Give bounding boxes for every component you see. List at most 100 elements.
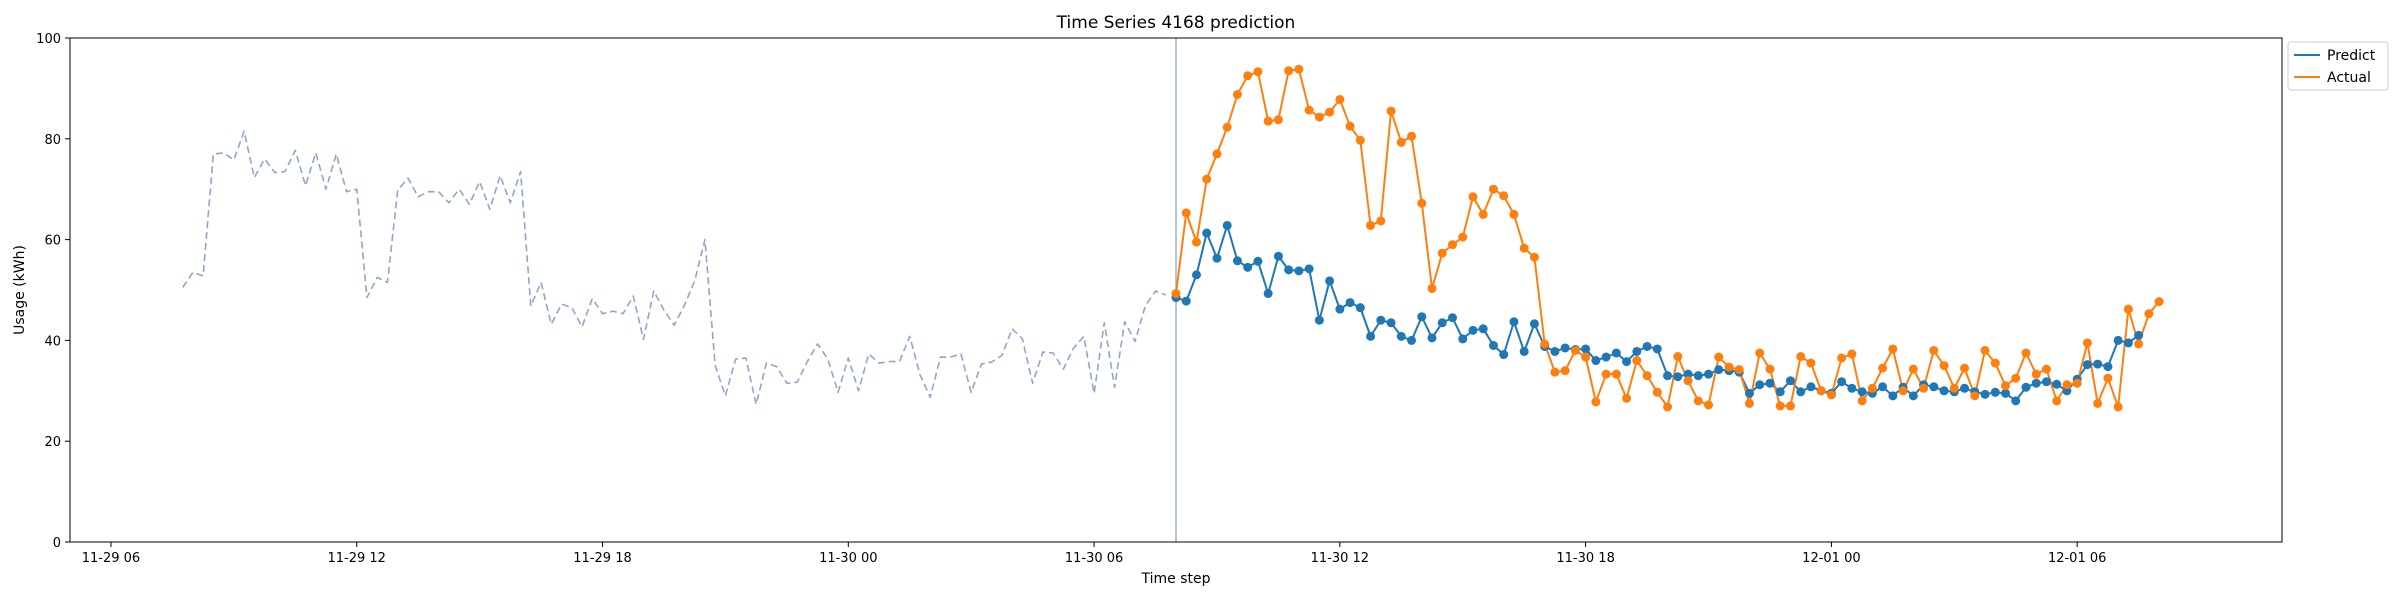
data-point-actual [2021,348,2031,358]
data-point-actual [1878,363,1888,373]
data-point-actual [1181,208,1191,218]
data-point-predict [2001,388,2010,398]
y-tick-label: 100 [36,32,61,47]
x-tick-label: 11-30 06 [1065,551,1123,566]
data-point-actual [1744,398,1754,408]
x-tick-label: 11-30 12 [1311,551,1369,566]
data-point-actual [1478,209,1488,219]
data-point-predict [1765,378,1775,388]
data-point-actual [1355,135,1365,145]
data-point-actual [2001,381,2010,391]
data-point-predict [2093,359,2103,369]
data-point-predict [1611,348,1621,358]
data-point-predict [1560,343,1570,353]
data-point-actual [1499,191,1509,201]
data-point-predict [1683,369,1693,379]
x-tick-label: 11-29 06 [82,551,140,566]
x-tick-label: 12-01 00 [1802,551,1860,566]
data-point-predict [1714,365,1724,375]
data-point-actual [1919,383,1929,393]
data-point-predict [1345,298,1355,308]
data-point-actual [1366,220,1376,230]
data-point-actual [2113,402,2123,412]
x-tick-label: 11-30 18 [1556,551,1614,566]
data-point-actual [1232,89,1242,99]
data-point-actual [1540,339,1550,349]
data-point-predict [1519,346,1529,356]
data-point-actual [1263,116,1273,126]
legend-label-predict: Predict [2327,48,2376,64]
data-point-predict [1222,220,1232,230]
data-point-predict [1407,335,1417,345]
data-point-actual [1990,358,2000,368]
data-point-predict [1386,318,1396,328]
data-point-predict [1960,383,1970,393]
data-point-actual [1601,369,1611,379]
data-point-predict [1468,325,1478,335]
data-point-predict [1304,264,1314,274]
data-point-actual [1448,240,1457,250]
plot-frame [69,37,2283,543]
data-point-predict [1314,315,1324,325]
data-point-predict [1550,346,1560,356]
x-tick-label: 11-30 00 [819,551,877,566]
data-point-actual [1765,364,1775,374]
data-point-predict [1775,387,1785,397]
data-point-actual [1663,402,1673,412]
data-point-predict [1939,386,1949,396]
data-point-predict [1325,276,1335,286]
data-point-actual [2144,309,2154,319]
data-point-predict [1908,391,1918,401]
data-point-actual [1632,356,1642,366]
data-point-predict [1929,382,1939,392]
data-point-actual [1888,344,1898,354]
data-point-actual [1386,106,1396,116]
data-point-actual [1755,348,1765,358]
data-point-predict [1693,371,1703,381]
data-point-actual [1693,396,1703,406]
x-tick-label: 11-29 12 [328,551,386,566]
data-point-predict [1704,369,1714,379]
data-point-predict [1355,303,1365,313]
data-point-predict [1181,296,1191,306]
y-tick-label: 20 [44,435,61,450]
data-point-predict [2052,379,2062,389]
data-point-actual [1970,391,1980,401]
data-point-predict [1243,262,1253,272]
data-point-actual [1376,216,1386,226]
data-point-actual [1437,248,1447,258]
data-point-predict [1632,346,1642,356]
data-point-actual [1642,371,1652,381]
data-point-predict [1458,334,1468,344]
data-point-actual [1867,383,1877,393]
data-point-predict [1396,331,1406,341]
data-point-actual [1847,349,1857,359]
data-point-actual [1294,64,1304,74]
data-point-predict [1437,318,1447,328]
data-point-actual [1560,366,1570,376]
data-point-actual [1304,105,1314,115]
data-point-actual [1857,396,1867,406]
data-point-predict [1335,304,1345,314]
data-point-actual [1611,369,1621,379]
data-point-predict [1806,382,1816,392]
data-point-predict [1847,383,1857,393]
data-point-predict [2021,382,2031,392]
data-point-actual [1939,361,1949,371]
data-point-predict [1191,270,1201,280]
data-point-predict [2134,330,2144,340]
data-point-actual [1529,252,1539,262]
legend-label-actual: Actual [2327,70,2371,86]
data-point-actual [1775,401,1785,411]
data-point-actual [1622,393,1632,403]
data-point-predict [1652,344,1662,354]
data-point-actual [1519,243,1529,253]
data-point-actual [2031,369,2041,379]
y-tick-label: 0 [53,536,61,551]
data-point-predict [2082,360,2092,370]
data-point-actual [1898,386,1908,396]
data-point-predict [1529,319,1539,329]
x-tick-label: 11-29 18 [573,551,631,566]
